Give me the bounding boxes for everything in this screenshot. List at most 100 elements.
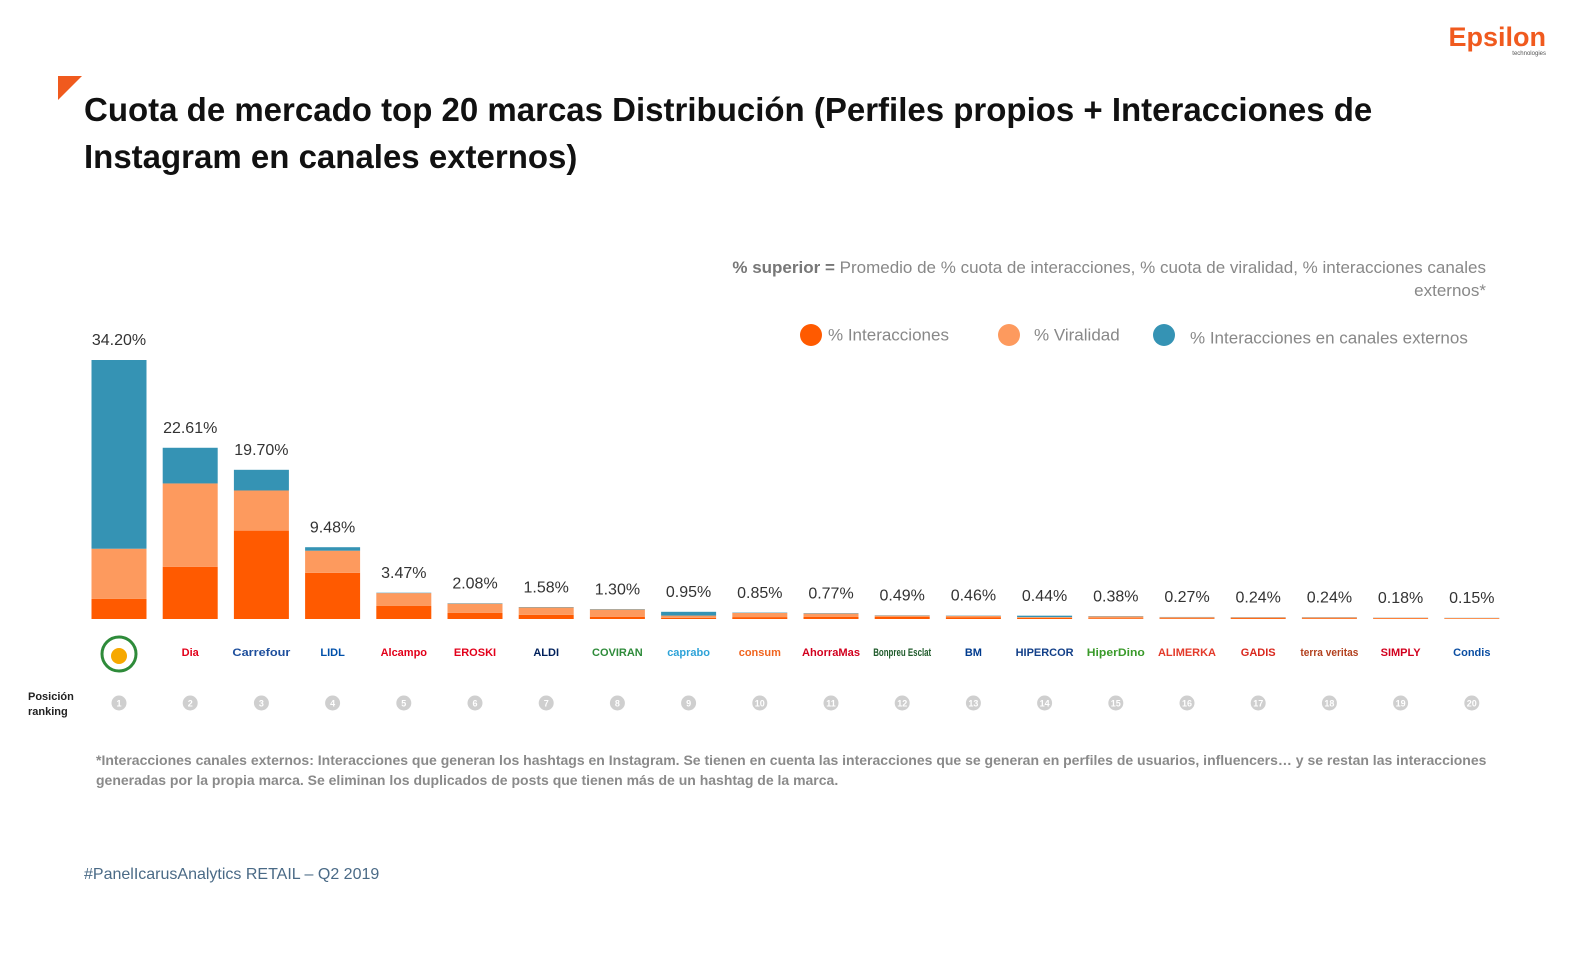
rank-number: 9 <box>686 698 691 708</box>
total-label: 0.38% <box>1093 588 1138 605</box>
rank-number: 13 <box>968 698 978 708</box>
logo-icon-inner <box>111 648 127 664</box>
rank-number: 18 <box>1324 698 1334 708</box>
rank-number: 20 <box>1467 698 1477 708</box>
legend-label: % Interacciones en canales externos <box>1190 328 1468 347</box>
legend-swatch <box>800 324 822 346</box>
total-label: 0.15% <box>1449 590 1494 607</box>
total-label: 2.08% <box>452 575 497 592</box>
bar-segment <box>661 615 717 618</box>
bar-segment <box>1159 618 1215 619</box>
bar-segment <box>1088 618 1144 619</box>
total-label: 22.61% <box>163 420 217 437</box>
brand: Epsilon <box>1448 22 1546 52</box>
rank-badge <box>894 695 910 711</box>
bar-segment <box>661 611 717 616</box>
bar-segment <box>376 593 432 606</box>
brand-logo: Carrefour <box>232 647 291 659</box>
bar-segment <box>162 566 218 619</box>
rank-badge <box>1250 695 1266 711</box>
corner-mark <box>58 76 82 100</box>
rank-badge <box>1179 695 1195 711</box>
brand-logo: ALIMERKA <box>1158 647 1216 659</box>
bar-segment <box>589 616 645 619</box>
rank-number: 16 <box>1182 698 1192 708</box>
brand-logo: Condis <box>1453 647 1490 659</box>
brand-logo: BM <box>965 647 982 659</box>
bar-segment <box>1017 617 1073 618</box>
rank-number: 6 <box>472 698 477 708</box>
total-label: 0.18% <box>1378 590 1423 607</box>
bar-segment <box>233 469 289 491</box>
rank-badge <box>325 695 341 711</box>
rank-number: 10 <box>755 698 765 708</box>
total-label: 19.70% <box>234 442 288 459</box>
bar-segment <box>376 605 432 619</box>
brand-logo: Alcampo <box>381 647 428 659</box>
bar-segment <box>1159 617 1215 619</box>
total-label: 0.95% <box>666 584 711 601</box>
brand-logo: HIPERCOR <box>1016 647 1074 659</box>
bar-segment <box>1301 617 1357 619</box>
bar-segment <box>162 483 218 567</box>
bar-segment <box>305 572 361 619</box>
bar-segment <box>91 598 147 619</box>
rank-number: 19 <box>1396 698 1406 708</box>
rank-label-1: Posición <box>28 691 74 703</box>
title: Cuota de mercado top 20 marcas Distribuc… <box>84 91 1373 175</box>
rank-badge <box>752 695 768 711</box>
total-label: 0.49% <box>880 588 925 605</box>
brand-logo: HiperDino <box>1087 647 1145 659</box>
bar-segment <box>162 447 218 484</box>
bar-segment <box>732 612 788 618</box>
rank-number: 4 <box>330 698 335 708</box>
bar-segment <box>518 614 574 619</box>
bar-segment <box>305 550 361 573</box>
rank-number: 1 <box>116 698 121 708</box>
rank-badge <box>609 695 625 711</box>
rank-badge <box>1464 695 1480 711</box>
brand-logo: Dia <box>182 647 200 659</box>
rank-number: 3 <box>259 698 264 708</box>
note-bold: % superior = <box>732 258 835 277</box>
bar-segment <box>1230 618 1286 619</box>
total-label: 1.30% <box>595 581 640 598</box>
rank-badge <box>681 695 697 711</box>
rank-number: 14 <box>1040 698 1050 708</box>
bar-segment <box>1373 617 1429 619</box>
rank-number: 8 <box>615 698 620 708</box>
rank-number: 11 <box>826 698 836 708</box>
footer: #PanelIcarusAnalytics RETAIL – Q2 2019 <box>84 866 380 883</box>
rank-badge <box>823 695 839 711</box>
total-label: 0.24% <box>1236 589 1281 606</box>
total-label: 0.24% <box>1307 589 1352 606</box>
rank-number: 5 <box>401 698 406 708</box>
legend-label: % Interacciones <box>828 325 949 344</box>
bar-segment <box>1301 618 1357 619</box>
bar-segment <box>874 615 930 617</box>
total-label: 0.77% <box>808 585 853 602</box>
bar-segment <box>803 613 859 617</box>
brand-logo: caprabo <box>667 647 710 659</box>
brand-tagline: technologies <box>1512 51 1546 57</box>
brand-logo: ALDI <box>533 647 559 659</box>
note: % superior = Promedio de % cuota de inte… <box>706 256 1486 302</box>
bar-segment <box>91 548 147 599</box>
total-label: 0.44% <box>1022 588 1067 605</box>
bar-segment <box>518 607 574 615</box>
rank-number: 7 <box>544 698 549 708</box>
brand-logo: terra veritas <box>1300 647 1358 659</box>
bar-segment <box>233 490 289 531</box>
total-label: 0.46% <box>951 588 996 605</box>
rank-number: 2 <box>188 698 193 708</box>
rank-number: 12 <box>897 698 907 708</box>
bar-segment <box>1230 617 1286 619</box>
brand-logo: SIMPLY <box>1381 647 1422 659</box>
note-text: Promedio de % cuota de interacciones, % … <box>839 258 1486 300</box>
bar-segment <box>732 617 788 619</box>
bar-segment <box>589 609 645 617</box>
total-label: 9.48% <box>310 519 355 536</box>
rank-label-2: ranking <box>28 706 68 718</box>
